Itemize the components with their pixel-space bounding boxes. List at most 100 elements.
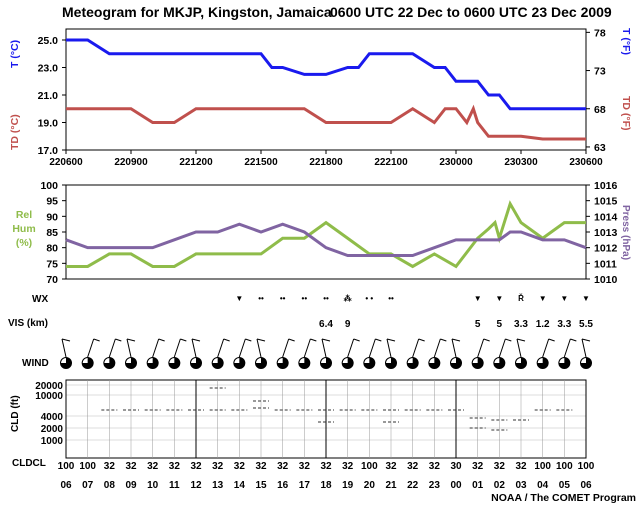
panel2-ytick-label: 90	[46, 211, 58, 223]
wind-label: WIND	[22, 358, 49, 369]
vis-value: 5.5	[579, 319, 593, 330]
panel2-ylabel-rh: (%)	[16, 237, 32, 249]
wind-barb-staff	[581, 338, 587, 358]
cldcl-value: 32	[147, 461, 159, 472]
wind-barb	[211, 338, 230, 369]
wind-barb-staff	[126, 338, 132, 358]
wx-symbol: • •	[365, 294, 373, 303]
cldcl-value: 100	[556, 461, 573, 472]
wx-symbol: ••	[302, 294, 308, 303]
wind-barb-feather	[570, 338, 577, 342]
panel2-ytick-right-label: 1014	[594, 211, 618, 223]
wind-barb-feather	[115, 338, 122, 342]
wind-barb-staff	[433, 338, 441, 358]
hour-label: 10	[147, 480, 159, 491]
vis-value: 5	[475, 319, 481, 330]
wind-barb-staff	[282, 338, 290, 358]
wind-barb	[428, 338, 447, 369]
panel2-ytick-label: 75	[46, 258, 58, 270]
wind-barb-feather	[375, 338, 382, 342]
panel2-ytick-label: 85	[46, 227, 58, 239]
panel2-ytick-right-label: 1016	[594, 180, 618, 192]
cldcl-value: 32	[494, 461, 506, 472]
cloud-cover-fill	[60, 357, 72, 369]
wind-barb	[341, 338, 360, 369]
panel1-xtick-label: 221200	[179, 157, 213, 168]
wind-barb-feather	[61, 338, 71, 342]
cldcl-value: 100	[79, 461, 96, 472]
panel2-ylabel-rh: Hum	[12, 223, 35, 235]
wind-barb	[255, 338, 267, 369]
cloud-cover-fill	[320, 357, 332, 369]
cldcl-value: 100	[58, 461, 75, 472]
panel1-ytick-label: 17.0	[38, 145, 59, 157]
wind-barb-feather	[191, 338, 201, 342]
vis-value: 1.2	[536, 319, 550, 330]
wx-symbol: ▼	[560, 294, 568, 303]
hour-label: 02	[494, 480, 506, 491]
wind-barb-staff	[173, 338, 181, 358]
cloud-tick-label: 2000	[41, 424, 64, 435]
panel2-ytick-label: 80	[46, 243, 58, 255]
wind-barb	[363, 338, 382, 369]
wx-symbol: ▼	[539, 294, 547, 303]
wind-barb-feather	[223, 338, 230, 342]
wind-barb-feather	[418, 338, 425, 342]
wind-barb-staff	[386, 338, 392, 358]
cldcl-value: 32	[125, 461, 137, 472]
wind-barb-feather	[386, 338, 396, 342]
hour-label: 16	[277, 480, 289, 491]
hour-label: 01	[472, 480, 484, 491]
wind-barb	[276, 338, 295, 369]
wind-barb-staff	[321, 338, 327, 358]
cloud-cover-fill	[212, 357, 224, 369]
wind-barb	[385, 338, 397, 369]
cldcl-value: 32	[212, 461, 224, 472]
wind-barb-feather	[288, 338, 295, 342]
wx-symbol: ▼	[235, 294, 243, 303]
panel1-xtick-label: 221500	[244, 157, 278, 168]
wind-barb	[450, 338, 462, 369]
cloud-cover-fill	[298, 357, 310, 369]
cloud-cover-fill	[385, 357, 397, 369]
cloud-cover-fill	[428, 357, 440, 369]
hour-label: 13	[212, 480, 224, 491]
panel2-ytick-right-label: 1013	[594, 227, 618, 239]
wind-barb-feather	[321, 338, 331, 342]
wind-barb-feather	[126, 338, 136, 342]
cldcl-value: 32	[104, 461, 116, 472]
hour-label: 05	[559, 480, 571, 491]
wind-barb	[168, 338, 187, 369]
hour-label: 04	[537, 480, 549, 491]
vis-value: 5	[497, 319, 503, 330]
wind-barb-feather	[483, 338, 490, 342]
hour-label: 07	[82, 480, 94, 491]
wind-barb	[298, 338, 317, 369]
wind-barb-staff	[303, 338, 311, 358]
panel1-xtick-label: 230000	[439, 157, 473, 168]
wind-barb-staff	[368, 338, 376, 358]
panel2-ytick-label: 70	[46, 274, 58, 286]
panel2-ytick-label: 95	[46, 196, 58, 208]
panel2-ylabel-rh: Rel	[16, 209, 32, 221]
cldcl-value: 32	[342, 461, 354, 472]
cloud-cover-fill	[103, 357, 115, 369]
panel1-ylabel-right-dew: TD (°F)	[620, 96, 632, 131]
vis-value: 9	[345, 319, 351, 330]
cldcl-value: 100	[361, 461, 378, 472]
wx-symbol: ⁂	[344, 293, 352, 303]
cloud-tick-label: 4000	[41, 412, 64, 423]
hour-label: 17	[299, 480, 311, 491]
cld-label: CLD (ft)	[10, 395, 21, 432]
cldcl-value: 32	[429, 461, 441, 472]
wind-barb	[471, 338, 490, 369]
panel1-ytick-right-label: 68	[594, 104, 606, 116]
chart-period: 0600 UTC 22 Dec to 0600 UTC 23 Dec 2009	[330, 4, 612, 20]
vis-value: 3.3	[514, 319, 528, 330]
hour-label: 11	[169, 480, 180, 491]
cloud-cover-fill	[233, 357, 245, 369]
panel2-ylabel-press: Press (hPa)	[620, 205, 631, 260]
series-line-temp	[66, 38, 586, 111]
